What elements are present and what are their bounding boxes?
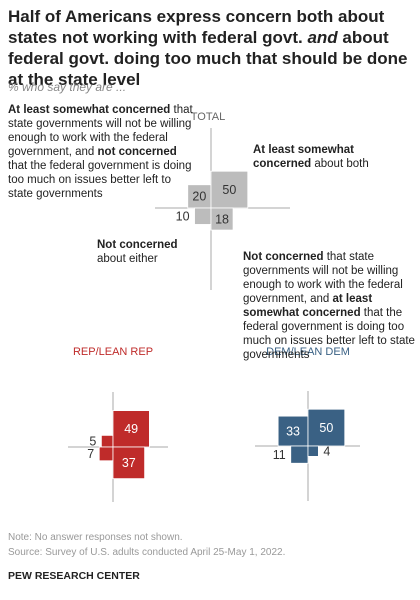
value-label: 20 xyxy=(192,190,206,204)
quadrant-square xyxy=(100,434,114,448)
text-segment: about either xyxy=(97,253,158,265)
value-label: 50 xyxy=(319,421,333,435)
source: Source: Survey of U.S. adults conducted … xyxy=(8,547,286,558)
text-segment: that state governments will not be willi… xyxy=(8,104,193,158)
text-segment: not concerned xyxy=(97,146,177,158)
chart-title: REP/LEAN REP xyxy=(73,346,153,358)
text-segment: At least somewhat concerned xyxy=(8,104,171,116)
value-label: 10 xyxy=(176,210,190,224)
value-label: 49 xyxy=(124,422,138,436)
quadrant-label: Not concerned that state governments wil… xyxy=(243,250,418,362)
value-label: 37 xyxy=(122,456,136,470)
text-segment: about both xyxy=(311,158,369,170)
footer: PEW RESEARCH CENTER xyxy=(8,570,140,582)
text-segment: Not concerned xyxy=(97,239,178,251)
chart-title: DEM/LEAN DEM xyxy=(266,346,350,358)
value-label: 4 xyxy=(323,444,330,458)
value-label: 7 xyxy=(87,447,94,461)
value-label: 5 xyxy=(89,434,96,448)
subtitle: % who say they are ... xyxy=(8,80,127,94)
chart-title: TOTAL xyxy=(191,111,225,123)
value-label: 50 xyxy=(222,183,236,197)
text-segment: Half of Americans express concern both a… xyxy=(8,7,385,47)
quadrant-square xyxy=(277,415,309,447)
text-segment: At least somewhat concerned xyxy=(253,144,354,170)
text-segment: that state governments will not be willi… xyxy=(243,251,403,305)
text-segment: that the federal government is doing too… xyxy=(8,160,192,200)
text-segment: about federal govt. doing too much that … xyxy=(8,28,408,89)
quadrant-square xyxy=(194,207,212,225)
quadrant-square xyxy=(112,446,146,480)
note: Note: No answer responses not shown. xyxy=(8,532,183,543)
quadrant-square xyxy=(210,207,234,231)
value-label: 18 xyxy=(215,212,229,226)
text-segment: and xyxy=(307,28,338,47)
text-segment: Not concerned xyxy=(243,251,324,263)
value-label: 33 xyxy=(286,424,300,438)
quadrant-label: Not concerned about either xyxy=(97,238,197,266)
quadrant-square xyxy=(98,446,114,462)
text-segment: that the federal government is doing too… xyxy=(243,307,415,361)
quadrant-square xyxy=(307,408,346,447)
title: Half of Americans express concern both a… xyxy=(8,6,413,90)
quadrant-square xyxy=(290,445,309,464)
quadrant-label: At least somewhat concerned about both xyxy=(253,143,403,171)
quadrant-square xyxy=(307,445,319,457)
text-segment: at least somewhat concerned xyxy=(243,293,373,319)
quadrant-label: At least somewhat concerned that state g… xyxy=(8,103,198,201)
value-label: 11 xyxy=(273,448,286,462)
